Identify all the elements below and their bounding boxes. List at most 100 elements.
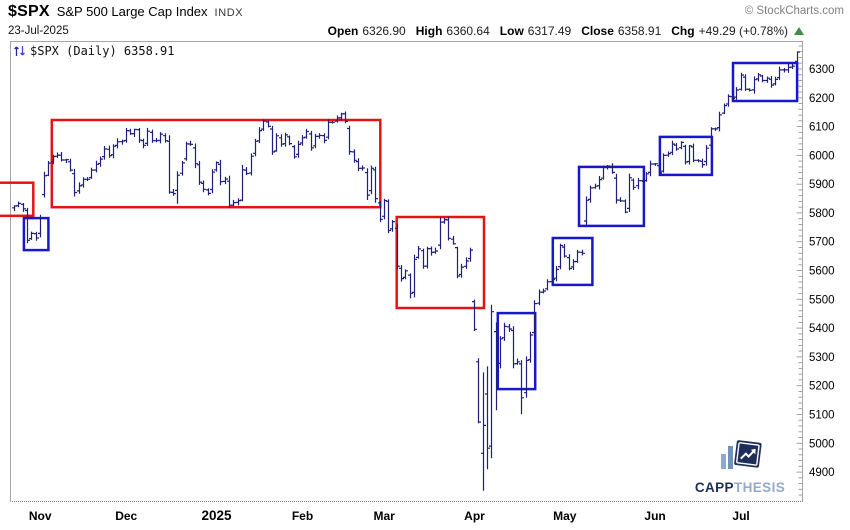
y-axis-label: 5500 <box>809 294 835 306</box>
annotation-box-blue <box>496 311 537 391</box>
price-bar <box>472 299 477 331</box>
open-label: Open <box>327 24 359 38</box>
price-bar <box>68 158 73 172</box>
price-bar <box>528 331 533 363</box>
low-label: Low <box>499 24 524 38</box>
price-bar <box>270 125 275 155</box>
price-bar <box>287 135 292 146</box>
price-bar <box>756 73 761 82</box>
price-bar <box>59 152 64 162</box>
annotation-box-red <box>50 118 382 209</box>
price-bar <box>502 322 507 341</box>
y-axis-label: 5900 <box>809 179 835 191</box>
y-axis-label: 6200 <box>809 93 835 105</box>
price-bar <box>72 168 77 197</box>
x-axis-label: 2025 <box>201 508 232 523</box>
y-axis-label: 5300 <box>809 352 835 364</box>
price-bar <box>283 132 288 147</box>
price-bar <box>77 182 82 194</box>
price-bar <box>98 156 103 167</box>
y-axis-label: 5600 <box>809 266 835 278</box>
price-bar <box>722 103 727 115</box>
price-bar <box>433 247 438 254</box>
price-bar <box>193 143 198 169</box>
price-bar <box>29 231 34 240</box>
price-bar <box>752 76 757 94</box>
price-bar <box>25 207 30 244</box>
price-bar <box>197 161 202 185</box>
price-bar <box>94 160 99 173</box>
price-bar <box>644 172 649 182</box>
price-bar <box>743 74 748 91</box>
x-axis-label: Jun <box>644 509 665 523</box>
price-bar <box>175 171 180 204</box>
price-bar <box>541 288 546 294</box>
price-bar <box>580 249 585 256</box>
price-bar <box>588 185 593 203</box>
price-bar <box>485 366 490 470</box>
price-bar <box>747 88 752 92</box>
price-bar <box>102 146 107 160</box>
open-value: 6326.90 <box>362 24 406 38</box>
price-bar <box>206 188 211 196</box>
price-bar <box>507 323 512 332</box>
symbol-ticker: $SPX <box>8 3 50 20</box>
price-bar <box>158 132 163 144</box>
price-bar <box>395 223 400 269</box>
price-bar <box>717 111 722 132</box>
price-bar <box>631 178 636 190</box>
exchange-label: INDX <box>214 7 244 19</box>
price-bar <box>442 217 447 224</box>
price-bar <box>730 95 735 101</box>
price-bar <box>408 273 413 299</box>
price-bar <box>734 87 739 100</box>
annotation-box-blue <box>658 135 714 177</box>
price-bar <box>567 254 572 271</box>
price-bar <box>309 130 314 151</box>
price-bar <box>21 203 26 212</box>
price-bar <box>636 177 641 190</box>
x-axis-label: May <box>553 509 577 523</box>
price-bar <box>623 199 628 214</box>
annotation-box-blue <box>731 61 799 103</box>
y-axis-label: 5200 <box>809 381 835 393</box>
y-axis-label: 5700 <box>809 237 835 249</box>
close-label: Close <box>581 24 614 38</box>
high-label: High <box>415 24 443 38</box>
price-bar <box>476 358 481 424</box>
price-bar <box>554 266 559 282</box>
price-bar <box>739 72 744 91</box>
x-axis-label: Apr <box>464 509 485 523</box>
price-bar <box>446 216 451 241</box>
price-bar <box>201 180 206 193</box>
price-bar <box>266 120 271 128</box>
price-bar <box>145 127 150 146</box>
price-bar <box>347 125 352 155</box>
price-bar <box>390 220 395 232</box>
price-bar <box>322 133 327 144</box>
price-bar <box>386 199 391 234</box>
logo-text-thesis: THESIS <box>733 480 786 495</box>
price-bar <box>416 246 421 259</box>
price-bar <box>304 128 309 139</box>
x-axis-label: Feb <box>292 509 313 523</box>
price-bar <box>38 214 43 238</box>
price-bar <box>558 243 563 270</box>
price-bar <box>550 277 555 283</box>
price-bar <box>519 360 524 415</box>
price-bar <box>257 127 262 144</box>
price-bar <box>584 196 589 225</box>
price-bar <box>412 254 417 298</box>
chart-date: 23-Jul-2025 <box>8 25 69 37</box>
price-bar <box>261 119 266 131</box>
price-bar <box>627 173 632 212</box>
price-bar <box>464 257 469 269</box>
x-axis-label: Mar <box>374 509 396 523</box>
price-bar <box>16 201 21 208</box>
price-bar <box>674 143 679 151</box>
price-bar <box>360 165 365 171</box>
chart-legend: $SPX (Daily) 6358.91 <box>13 44 175 58</box>
price-bar <box>382 198 387 220</box>
price-bar <box>765 76 770 83</box>
annotation-box-blue <box>577 165 646 228</box>
